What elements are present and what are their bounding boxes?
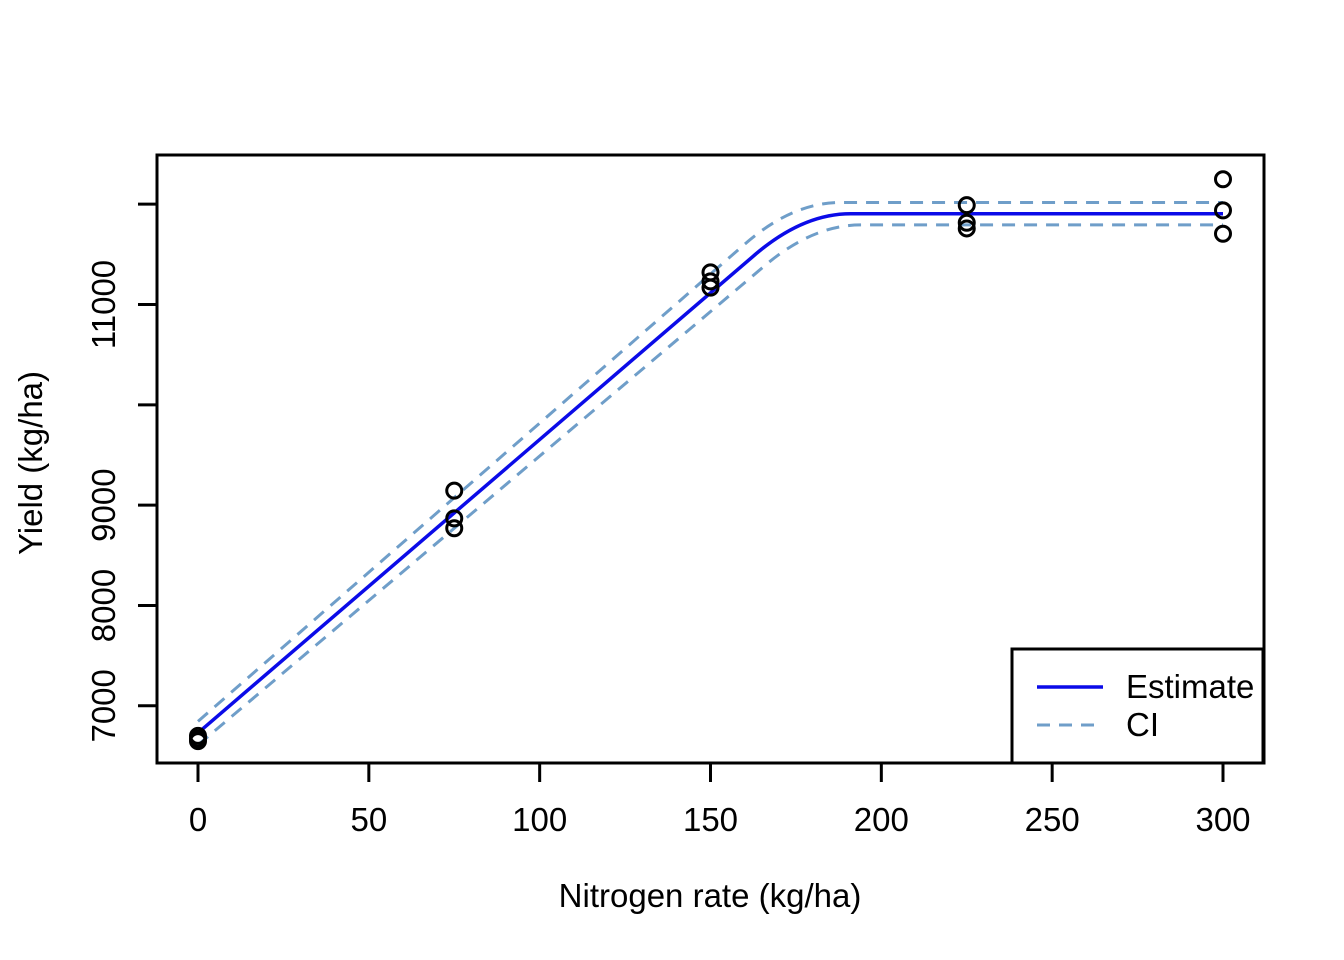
data-point [445,509,464,528]
x-tick-label: 150 [683,801,738,838]
y-tick-label: 7000 [85,669,122,742]
x-axis: 0 50 100 150 200 250 300 [189,763,1251,838]
confidence-interval-lines [197,200,1223,747]
data-point [445,481,464,500]
data-point [445,519,464,538]
ci-line-path [197,200,1223,723]
data-point [1214,201,1232,220]
y-tick-label: 9000 [85,468,122,541]
y-axis: 7000 8000 9000 11000 [85,202,157,743]
data-point [957,196,976,215]
data-point [957,219,976,238]
estimate-line-path [196,211,1223,735]
x-tick-label: 250 [1025,801,1080,838]
y-tick-label: 11000 [85,260,122,349]
data-point [1214,170,1232,189]
data-point [701,272,720,291]
x-tick-label: 50 [350,801,387,838]
estimate-line [196,211,1223,735]
data-point [701,278,720,297]
ci-line-path [197,223,1223,747]
legend-ci-label: CI [1126,706,1159,743]
x-tick-label: 0 [189,801,207,838]
x-tick-label: 100 [512,801,567,838]
data-point [189,732,207,751]
legend-box [1010,647,1265,765]
x-tick-label: 300 [1195,801,1250,838]
x-tick-label: 200 [854,801,909,838]
y-axis-title: Yield (kg/ha) [12,371,49,555]
legend: Estimate CI [1010,647,1265,765]
x-axis-title: Nitrogen rate (kg/ha) [559,877,862,914]
data-points [189,170,1232,751]
legend-estimate-label: Estimate [1126,668,1254,705]
data-point [1214,224,1232,243]
data-point [957,213,976,232]
y-tick-label: 8000 [85,569,122,642]
